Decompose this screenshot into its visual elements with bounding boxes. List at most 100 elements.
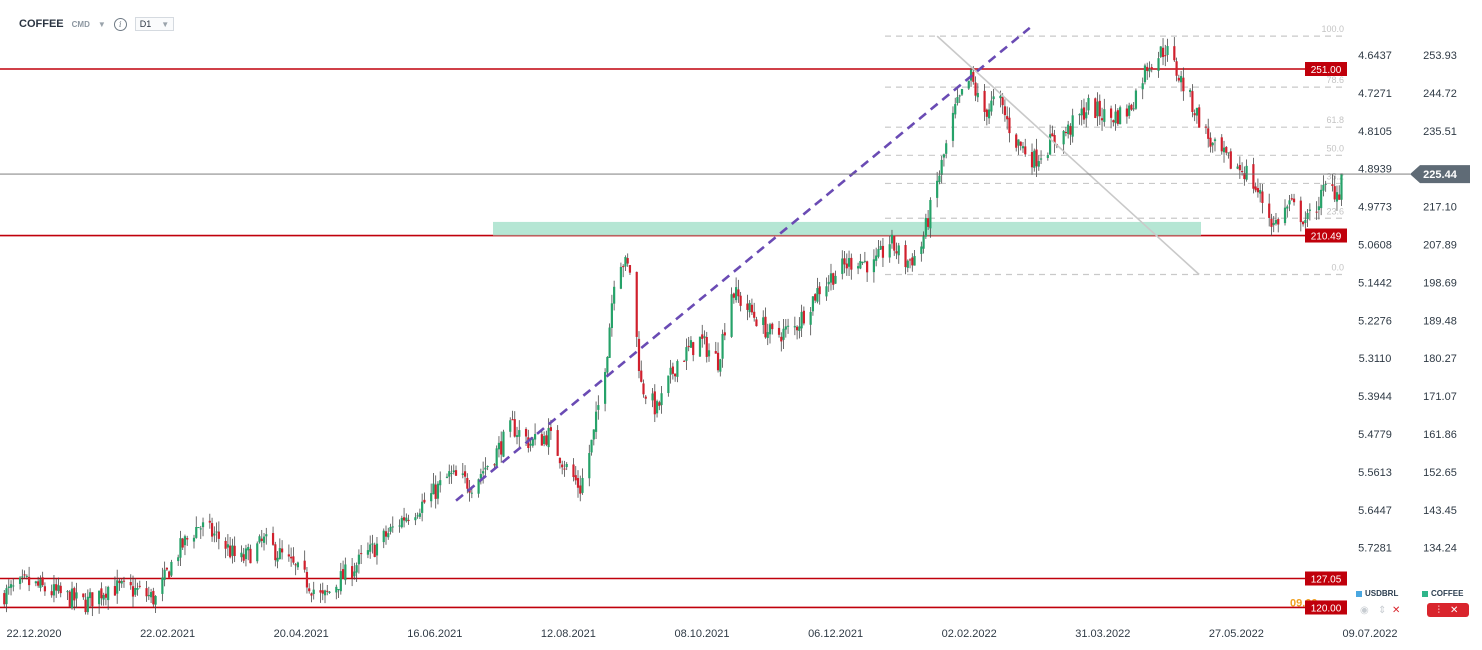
candle-up: [1148, 68, 1151, 72]
candle-down: [100, 588, 103, 599]
candle-up: [958, 95, 961, 97]
candle-up: [613, 286, 616, 304]
candle-down: [1069, 126, 1072, 135]
candle-down: [28, 576, 31, 586]
candle-down: [556, 430, 559, 456]
candle-down: [644, 396, 647, 399]
candle-up: [610, 303, 613, 328]
candle-down: [294, 564, 297, 566]
candle-up: [1033, 150, 1036, 168]
downtrend-line: [936, 35, 1200, 276]
candle-up: [942, 154, 946, 158]
candle-up: [102, 595, 105, 600]
candle-up: [1017, 139, 1020, 146]
sort-icon[interactable]: ⇕: [1378, 605, 1387, 616]
candle-down: [671, 366, 674, 374]
candle-down: [635, 271, 638, 337]
left-axis-tick: 5.3944: [1358, 391, 1392, 403]
candle-down: [974, 82, 977, 96]
candle-up: [353, 571, 356, 577]
candle-down: [780, 336, 783, 342]
candle-up: [1317, 206, 1320, 211]
candle-up: [1245, 165, 1248, 180]
candle-down: [1098, 100, 1101, 117]
right-axis-tick: 244.72: [1423, 88, 1457, 100]
candle-down: [850, 257, 853, 270]
candle-up: [323, 590, 327, 596]
candle-down: [84, 599, 87, 613]
candle-up: [107, 586, 110, 601]
candle-up: [1259, 190, 1262, 194]
candle-up: [477, 479, 480, 494]
candle-down: [572, 464, 575, 478]
candle-up: [201, 522, 205, 528]
candle-down: [1277, 219, 1280, 225]
candle-down: [274, 544, 277, 561]
candle-up: [149, 592, 153, 598]
legend-swatch: [1356, 590, 1362, 597]
series-settings-button[interactable]: ⫶ ✕: [1427, 603, 1469, 617]
candle-down: [321, 590, 324, 594]
info-icon[interactable]: i: [113, 17, 127, 31]
candle-up: [877, 249, 880, 257]
candle-down: [1146, 66, 1149, 71]
candle-down: [908, 259, 912, 261]
candle-up: [811, 296, 815, 312]
candle-up: [798, 326, 801, 331]
candle-down: [1161, 47, 1165, 58]
candle-up: [825, 286, 828, 297]
candle-up: [192, 537, 196, 542]
candle-up: [655, 401, 659, 414]
candle-up: [337, 588, 340, 590]
candle-up: [1222, 147, 1226, 153]
candle-down: [777, 327, 781, 335]
candle-down: [310, 593, 313, 596]
candle-down: [653, 391, 656, 415]
candle-up: [856, 266, 860, 269]
candle-down: [1112, 120, 1115, 123]
candle-down: [50, 591, 53, 596]
candle-up: [75, 592, 78, 599]
left-axis-tick: 5.7281: [1358, 543, 1392, 555]
candle-down: [1229, 151, 1232, 169]
candle-up: [707, 350, 711, 357]
candle-down: [832, 273, 835, 285]
candle-down: [1198, 107, 1201, 128]
right-axis-tick: 152.65: [1423, 467, 1457, 479]
close-icon[interactable]: ✕: [1392, 605, 1401, 616]
candle-down: [1338, 194, 1341, 200]
candle-down: [866, 261, 869, 273]
symbol-label[interactable]: COFFEE: [19, 18, 64, 30]
candle-down: [972, 72, 975, 82]
candle-up: [547, 427, 550, 448]
candle-down: [843, 258, 846, 265]
chevron-down-icon[interactable]: ▼: [97, 19, 106, 29]
candle-down: [493, 464, 496, 466]
candle-up: [1046, 155, 1049, 158]
candle-up: [875, 255, 878, 261]
level-tag-label: 127.05: [1311, 575, 1342, 586]
candle-up: [163, 569, 166, 580]
legend-usdbrl[interactable]: USDBRL: [1356, 589, 1398, 598]
level-tag: [1305, 571, 1347, 586]
candle-down: [82, 593, 85, 598]
candle-down: [454, 470, 458, 476]
candle-up: [786, 325, 790, 327]
candle-up: [258, 536, 261, 543]
candle-up: [992, 96, 995, 100]
candle-up: [897, 245, 900, 256]
candle-up: [296, 562, 300, 568]
candle-up: [1274, 219, 1278, 224]
candle-up: [913, 255, 916, 266]
candle-up: [240, 552, 243, 558]
legend-coffee[interactable]: COFFEE: [1422, 589, 1463, 598]
candle-down: [895, 251, 898, 254]
candle-down: [771, 323, 774, 330]
candle-down: [1243, 173, 1246, 180]
timeframe-select[interactable]: D1 ▼: [134, 17, 175, 31]
candle-up: [940, 159, 943, 175]
left-axis-tick: 5.2276: [1358, 315, 1392, 327]
eye-icon[interactable]: ◉: [1360, 605, 1369, 616]
candle-down: [513, 419, 516, 437]
